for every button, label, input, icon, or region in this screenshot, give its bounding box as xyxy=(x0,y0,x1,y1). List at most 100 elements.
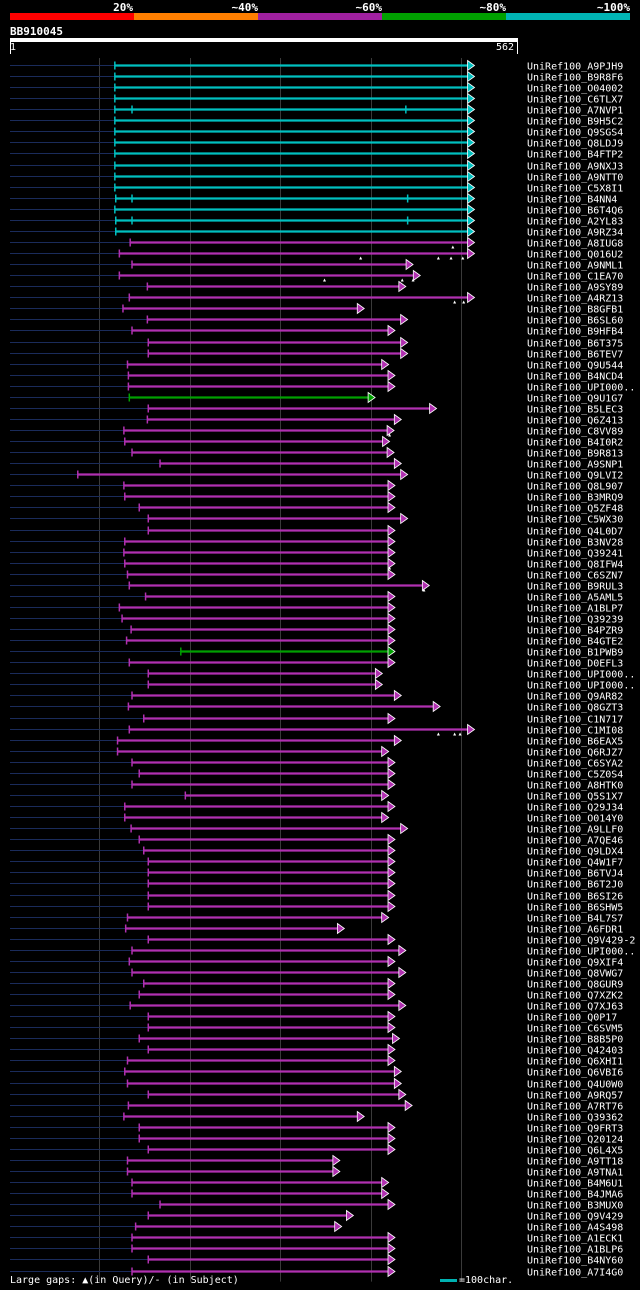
hit-row[interactable]: UniRef100_B6TVJ4 xyxy=(10,866,623,880)
hit-label[interactable]: UniRef100_A6FDR1 xyxy=(527,925,623,936)
hit-row[interactable]: UniRef100_B6TEV7 xyxy=(10,347,623,361)
hit-label[interactable]: UniRef100_B6SI26 xyxy=(527,892,623,903)
hit-row[interactable]: UniRef100_C5X8I1 xyxy=(10,181,623,195)
hit-label[interactable]: UniRef100_B6TEV7 xyxy=(527,350,623,361)
hit-label[interactable]: UniRef100_Q6L4X5 xyxy=(527,1146,623,1157)
hit-label[interactable]: UniRef100_A9LLF0 xyxy=(527,825,623,836)
hit-label[interactable]: UniRef100_Q39241 xyxy=(527,549,623,560)
hit-row[interactable]: UniRef100_Q42403 xyxy=(10,1043,623,1057)
hit-row[interactable]: UniRef100_A1ECK1 xyxy=(10,1231,623,1245)
hit-row[interactable]: UniRef100_Q4W1F7 xyxy=(10,855,623,869)
hit-label[interactable]: UniRef100_A2YL83 xyxy=(527,217,623,228)
hit-row[interactable]: UniRef100_A9NXJ3 xyxy=(10,159,623,173)
hit-row[interactable]: UniRef100_O04002 xyxy=(10,81,623,95)
hit-label[interactable]: UniRef100_C6SZN7 xyxy=(527,571,623,582)
hit-row[interactable]: UniRef100_C6SYA2 xyxy=(10,756,623,770)
hit-label[interactable]: UniRef100_A8IUG8 xyxy=(527,239,623,250)
hit-label[interactable]: UniRef100_B3MUX0 xyxy=(527,1201,623,1212)
hit-label[interactable]: UniRef100_Q8GZT3 xyxy=(527,703,623,714)
hit-label[interactable]: UniRef100_A4S498 xyxy=(527,1223,623,1234)
hit-row[interactable]: UniRef100_Q39362 xyxy=(10,1110,623,1124)
hit-label[interactable]: UniRef100_B6T375 xyxy=(527,339,623,350)
hit-row[interactable]: UniRef100_B4I0R2 xyxy=(10,435,623,449)
hit-label[interactable]: UniRef100_B9HFB4 xyxy=(527,327,623,338)
hit-row[interactable]: UniRef100_Q9V429 xyxy=(10,1209,623,1223)
hit-row[interactable]: UniRef100_Q20124 xyxy=(10,1132,623,1146)
hit-label[interactable]: UniRef100_UPI000.. xyxy=(527,383,635,394)
hit-row[interactable]: UniRef100_Q6VBI6 xyxy=(10,1065,623,1079)
hit-row[interactable]: UniRef100_C6SZN7 xyxy=(10,568,623,582)
hit-label[interactable]: UniRef100_A8HTK0 xyxy=(527,781,623,792)
hit-row[interactable]: UniRef100_B4NN4 xyxy=(10,192,617,206)
hit-label[interactable]: UniRef100_A9RZ34 xyxy=(527,228,623,239)
hit-row[interactable]: UniRef100_B8B5P0 xyxy=(10,1032,623,1046)
hit-row[interactable]: UniRef100_Q9XIF4 xyxy=(10,955,623,969)
hit-row[interactable]: UniRef100_B3MUX0 xyxy=(10,1198,623,1212)
hit-row[interactable]: UniRef100_B3NV28 xyxy=(10,535,623,549)
hit-label[interactable]: UniRef100_Q20124 xyxy=(527,1135,623,1146)
hit-label[interactable]: UniRef100_A4RZ13 xyxy=(527,294,623,305)
hit-row[interactable]: UniRef100_A9TT18 xyxy=(10,1154,623,1168)
hit-label[interactable]: UniRef100_B4NN4 xyxy=(527,195,617,206)
hit-label[interactable]: UniRef100_B9RUL3 xyxy=(527,582,623,593)
hit-row[interactable]: UniRef100_B4PZR9 xyxy=(10,623,623,637)
hit-label[interactable]: UniRef100_A9NTT0 xyxy=(527,173,623,184)
hit-row[interactable]: UniRef100_C6TLX7 xyxy=(10,92,623,106)
hit-row[interactable]: UniRef100_A9SNP1 xyxy=(10,457,623,471)
hit-row[interactable]: UniRef100_B4JMA6 xyxy=(10,1187,623,1201)
hit-row[interactable]: UniRef100_Q9SGS4 xyxy=(10,125,623,139)
hit-label[interactable]: UniRef100_Q9V429-2 xyxy=(527,936,635,947)
hit-row[interactable]: UniRef100_B4L7S7 xyxy=(10,911,623,925)
hit-label[interactable]: UniRef100_A9SY89 xyxy=(527,283,623,294)
hit-row[interactable]: UniRef100_B8GFB1 xyxy=(10,302,623,316)
hit-label[interactable]: UniRef100_Q8VWG7 xyxy=(527,969,623,980)
hit-row[interactable]: UniRef100_B3MRQ9 xyxy=(10,490,623,504)
hit-label[interactable]: UniRef100_B4I0R2 xyxy=(527,438,623,449)
hit-label[interactable]: UniRef100_Q8LDJ9 xyxy=(527,139,623,150)
hit-label[interactable]: UniRef100_Q7XZK2 xyxy=(527,991,623,1002)
hit-label[interactable]: UniRef100_A7I4G0 xyxy=(527,1268,623,1279)
hit-label[interactable]: UniRef100_Q39362 xyxy=(527,1113,623,1124)
hit-label[interactable]: UniRef100_Q6XHI1 xyxy=(527,1057,623,1068)
hit-row[interactable]: UniRef100_D0EFL3 xyxy=(10,656,623,670)
hit-row[interactable]: UniRef100_A5AML5 xyxy=(10,590,623,604)
hit-label[interactable]: UniRef100_B9H5C2 xyxy=(527,117,623,128)
hit-label[interactable]: UniRef100_A9NXJ3 xyxy=(527,162,623,173)
hit-label[interactable]: UniRef100_C8VV89 xyxy=(527,427,623,438)
hit-label[interactable]: UniRef100_Q9SGS4 xyxy=(527,128,623,139)
hit-row[interactable]: UniRef100_Q4L0D7 xyxy=(10,524,623,538)
hit-label[interactable]: UniRef100_Q39239 xyxy=(527,615,623,626)
hit-row[interactable]: UniRef100_UPI000.. xyxy=(10,667,635,681)
hit-label[interactable]: UniRef100_A1BLP7 xyxy=(527,604,623,615)
hit-row[interactable]: UniRef100_Q5ZF48 xyxy=(10,501,623,515)
hit-label[interactable]: UniRef100_A9TNA1 xyxy=(527,1168,623,1179)
hit-row[interactable]: UniRef100_Q29J34 xyxy=(10,800,623,814)
hit-label[interactable]: UniRef100_B4NCD4 xyxy=(527,372,623,383)
hit-label[interactable]: UniRef100_Q016U2 xyxy=(527,250,623,261)
hit-row[interactable]: UniRef100_A4RZ13 xyxy=(10,291,623,305)
hit-row[interactable]: UniRef100_A9SY89 xyxy=(10,280,623,294)
hit-label[interactable]: UniRef100_O014Y0 xyxy=(527,814,623,825)
hit-row[interactable]: UniRef100_A7NVP1 xyxy=(10,103,623,117)
hit-row[interactable]: UniRef100_Q0P17 xyxy=(10,1010,617,1024)
hit-label[interactable]: UniRef100_Q7XJ63 xyxy=(527,1002,623,1013)
hit-label[interactable]: UniRef100_B4JMA6 xyxy=(527,1190,623,1201)
hit-row[interactable]: UniRef100_UPI000.. xyxy=(10,678,635,692)
hit-row[interactable]: UniRef100_A9NML1 xyxy=(10,258,623,272)
hit-row[interactable]: UniRef100_Q9U544 xyxy=(10,358,623,372)
hit-row[interactable]: UniRef100_B9R813 xyxy=(10,446,623,460)
hit-row[interactable]: UniRef100_Q5S1X7 xyxy=(10,789,623,803)
hit-label[interactable]: UniRef100_B8B5P0 xyxy=(527,1035,623,1046)
hit-row[interactable]: UniRef100_B9R8F6 xyxy=(10,70,623,84)
hit-label[interactable]: UniRef100_B6T4Q6 xyxy=(527,206,623,217)
hit-label[interactable]: UniRef100_B9R8F6 xyxy=(527,73,623,84)
hit-row[interactable]: UniRef100_C5Z0S4 xyxy=(10,767,623,781)
hit-label[interactable]: UniRef100_B6SL60 xyxy=(527,316,623,327)
hit-row[interactable]: UniRef100_A1BLP7 xyxy=(10,601,623,615)
hit-label[interactable]: UniRef100_Q8L907 xyxy=(527,482,623,493)
hit-label[interactable]: UniRef100_A9SNP1 xyxy=(527,460,623,471)
hit-label[interactable]: UniRef100_Q9AR82 xyxy=(527,692,623,703)
hit-label[interactable]: UniRef100_Q42403 xyxy=(527,1046,623,1057)
hit-row[interactable]: UniRef100_A9PJH9 xyxy=(10,59,623,73)
hit-row[interactable]: UniRef100_A8HTK0 xyxy=(10,778,623,792)
